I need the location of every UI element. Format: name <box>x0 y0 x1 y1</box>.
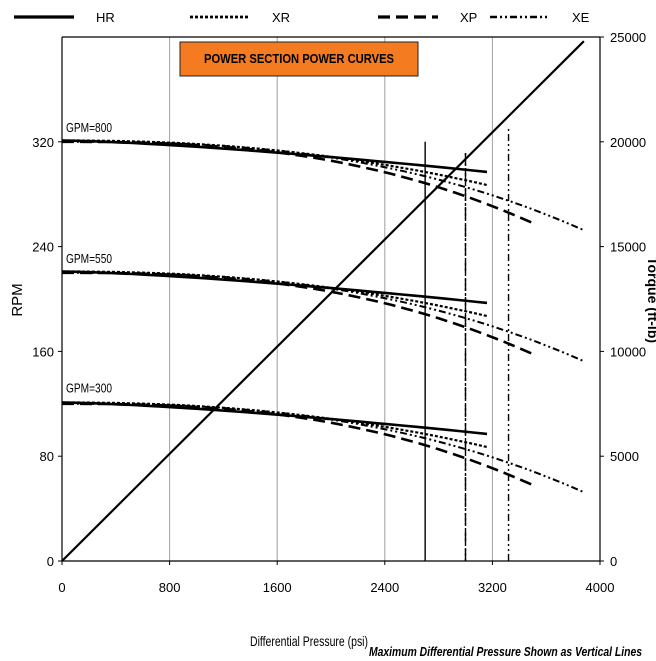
y-right-tick-label: 20000 <box>610 135 646 150</box>
y-left-tick-label: 160 <box>32 344 54 359</box>
x-tick-label: 800 <box>159 580 181 595</box>
rpm-curve-hr <box>62 403 487 434</box>
y-left-tick-label: 80 <box>40 449 54 464</box>
y-right-tick-label: 10000 <box>610 344 646 359</box>
x-tick-label: 2400 <box>370 580 399 595</box>
legend-label-xe: XE <box>572 10 590 25</box>
footnote: Maximum Differential Pressure Shown as V… <box>369 644 642 659</box>
legend-label-hr: HR <box>96 10 115 25</box>
rpm-curve-xr <box>62 403 487 448</box>
y-right-tick-label: 5000 <box>610 449 639 464</box>
legend-label-xp: XP <box>460 10 477 25</box>
legend-label-xr: XR <box>272 10 290 25</box>
gpm-label: GPM=300 <box>66 381 112 395</box>
y-axis-left-label: RPM <box>9 283 26 316</box>
y-axis-right-label: Torque (ft-lb) <box>645 257 656 343</box>
rpm-curve-xr <box>62 141 487 186</box>
rpm-curve-hr <box>62 141 487 172</box>
x-tick-label: 3200 <box>478 580 507 595</box>
y-left-tick-label: 240 <box>32 240 54 255</box>
x-tick-label: 0 <box>58 580 65 595</box>
y-right-tick-label: 15000 <box>610 240 646 255</box>
chart-title: POWER SECTION POWER CURVES <box>204 52 394 66</box>
y-right-tick-label: 25000 <box>610 30 646 45</box>
gpm-label: GPM=550 <box>66 252 112 266</box>
rpm-curve-hr <box>62 272 487 303</box>
x-tick-label: 1600 <box>263 580 292 595</box>
torque-line <box>62 41 584 561</box>
x-tick-label: 4000 <box>586 580 615 595</box>
gpm-label: GPM=800 <box>66 121 112 135</box>
y-left-tick-label: 0 <box>47 554 54 569</box>
rpm-curve-xr <box>62 272 487 317</box>
y-right-tick-label: 0 <box>610 554 617 569</box>
y-left-tick-label: 320 <box>32 135 54 150</box>
x-axis-label: Differential Pressure (psi) <box>250 633 368 649</box>
